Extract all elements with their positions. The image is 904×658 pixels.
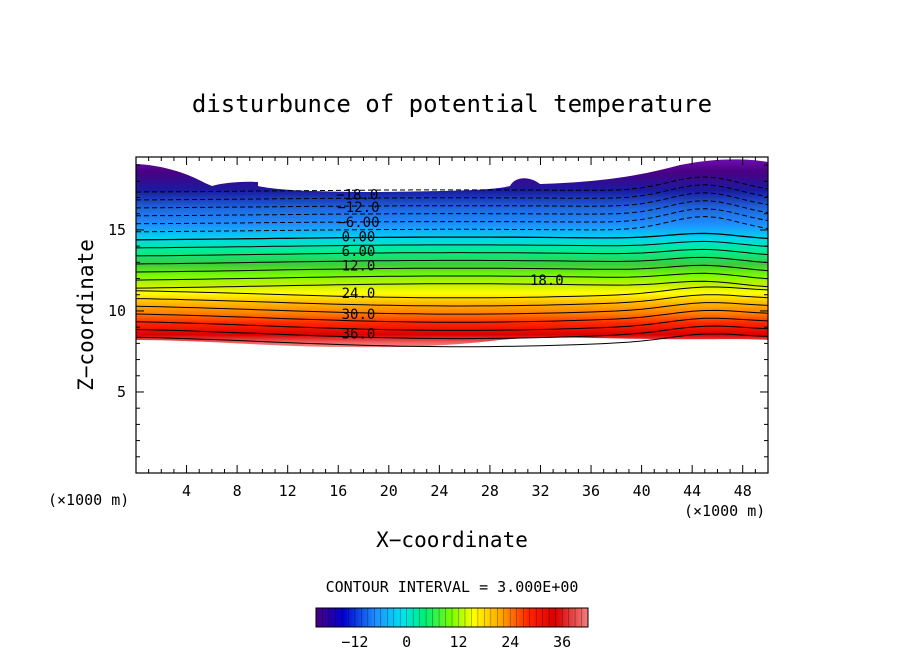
contour-line xyxy=(136,176,768,193)
contour-line xyxy=(136,208,768,225)
x-axis: 4 8 12 16 20 24 28 32 36 40 44 48 xyxy=(148,157,756,500)
y-tick-label: 5 xyxy=(117,383,126,401)
chart-title: disturbunce of potential temperature xyxy=(192,90,712,118)
contour-label: −12.0 xyxy=(337,200,379,216)
x-tick-label: 16 xyxy=(329,482,347,500)
x-tick-label: 24 xyxy=(430,482,448,500)
x-axis-label: X−coordinate xyxy=(376,528,528,552)
contour-line xyxy=(136,317,768,331)
x-tick-label: 36 xyxy=(582,482,600,500)
contour-lines xyxy=(136,176,768,348)
colorbar-ticks: −12 0 12 24 36 xyxy=(341,633,571,651)
contour-line xyxy=(136,286,768,299)
y-axis-label: Z−coordinate xyxy=(74,239,98,391)
contour-line xyxy=(136,232,768,241)
y-tick-label: 10 xyxy=(108,302,126,320)
colorbar-tick-label: −12 xyxy=(341,633,368,651)
x-tick-label: 8 xyxy=(233,482,242,500)
contour-line xyxy=(136,309,768,323)
contour-line xyxy=(136,294,768,307)
contour-line xyxy=(136,256,768,265)
contour-label: 0.00 xyxy=(342,229,376,245)
colorbar-tick-label: 36 xyxy=(553,633,571,651)
x-tick-label: 48 xyxy=(734,482,752,500)
contour-line xyxy=(136,280,768,289)
contour-line xyxy=(136,272,768,281)
x-tick-label: 20 xyxy=(380,482,398,500)
contour-line xyxy=(136,302,768,315)
colorbar-tick-label: 24 xyxy=(501,633,519,651)
y-axis: 5 10 15 xyxy=(108,164,768,458)
contour-line xyxy=(136,192,768,209)
contour-line xyxy=(136,325,768,340)
y-tick-label: 15 xyxy=(108,221,126,239)
x-tick-label: 32 xyxy=(531,482,549,500)
contour-label: 30.0 xyxy=(342,307,376,323)
contour-label: 12.0 xyxy=(342,259,376,275)
contour-label: 18.0 xyxy=(530,273,564,289)
x-tick-label: 12 xyxy=(279,482,297,500)
contour-line xyxy=(136,240,768,249)
x-unit-left: (×1000 m) xyxy=(48,491,129,509)
filled-field xyxy=(136,159,768,348)
contour-line xyxy=(136,264,768,273)
contour-label: −18.0 xyxy=(336,187,378,203)
contour-label: 36.0 xyxy=(342,327,376,343)
contour-line xyxy=(136,248,768,257)
contour-interval-text: CONTOUR INTERVAL = 3.000E+00 xyxy=(326,578,579,596)
x-tick-label: 44 xyxy=(683,482,701,500)
contour-line xyxy=(136,184,768,201)
contour-line xyxy=(136,215,768,233)
colorbar-tick-label: 0 xyxy=(402,633,411,651)
contour-label: 6.00 xyxy=(342,244,376,260)
x-tick-label: 28 xyxy=(481,482,499,500)
colorbar-stripes xyxy=(322,608,582,627)
x-tick-label: 4 xyxy=(182,482,191,500)
contour-line xyxy=(136,200,768,217)
x-tick-label: 40 xyxy=(633,482,651,500)
contour-line xyxy=(136,333,768,348)
contour-label: −6.00 xyxy=(337,215,379,231)
contour-label: 24.0 xyxy=(342,286,376,302)
x-unit-right: (×1000 m) xyxy=(684,502,765,520)
colorbar-tick-label: 12 xyxy=(449,633,467,651)
